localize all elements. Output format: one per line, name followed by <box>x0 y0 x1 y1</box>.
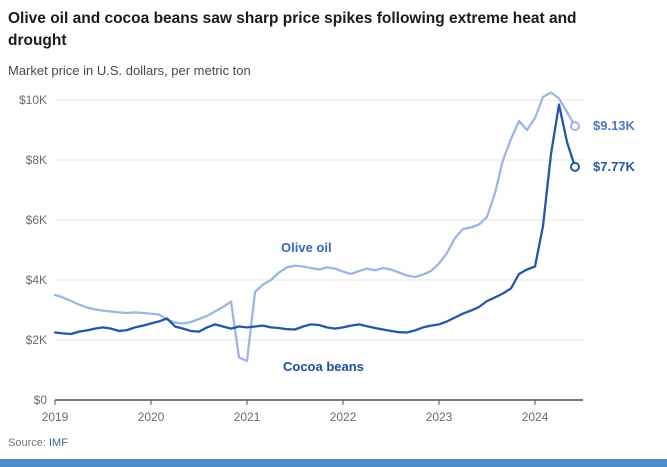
x-tick-label: 2022 <box>330 410 357 424</box>
cocoa-beans-series-label: Cocoa beans <box>283 359 364 374</box>
olive-oil-end-marker <box>570 121 580 132</box>
cocoa-beans-line <box>53 103 577 336</box>
y-tick-label: $10K <box>19 93 47 107</box>
y-tick-label: $6K <box>26 213 47 227</box>
series-layer: $9.13K $7.77K <box>53 91 636 363</box>
source-line: Source: IMF <box>8 437 68 449</box>
x-tick-label: 2020 <box>138 410 165 424</box>
y-tick-label: $2K <box>26 333 47 347</box>
cocoa-beans-end-marker <box>570 161 580 172</box>
grid-layer: $0 $2K $4K $6K $8K $10K 2019 2020 2021 2022 2023 20… <box>19 93 583 424</box>
olive-oil-series-label: Olive oil <box>281 240 332 255</box>
source-link[interactable]: IMF <box>48 437 68 449</box>
olive-oil-line <box>53 91 577 363</box>
chart-subtitle: Market price in U.S. dollars, per metric… <box>8 63 251 78</box>
x-tick-label: 2023 <box>426 410 453 424</box>
y-tick-label: $8K <box>26 153 47 167</box>
price-line-chart: $0 $2K $4K $6K $8K $10K 2019 2020 2021 2022 2023 20… <box>19 91 636 424</box>
cocoa-beans-end-label: $7.77K <box>593 159 636 174</box>
x-tick-label: 2019 <box>42 410 69 424</box>
olive-oil-end-label: $9.13K <box>593 118 636 133</box>
x-tick-label: 2024 <box>522 410 549 424</box>
y-tick-label: $0 <box>34 393 48 407</box>
x-tick-label: 2021 <box>234 410 261 424</box>
y-tick-label: $4K <box>26 273 47 287</box>
chart-title: Olive oil and cocoa beans saw sharp pric… <box>8 10 577 49</box>
source-label: Source: <box>8 437 46 449</box>
bottom-bar <box>0 459 667 467</box>
